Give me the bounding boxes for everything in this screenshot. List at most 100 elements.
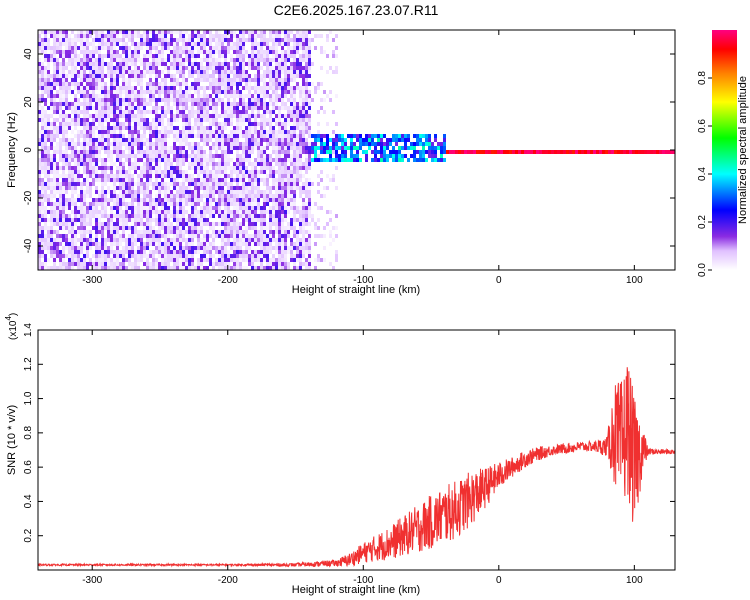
- heatmap-cell-380: [59, 118, 62, 122]
- heatmap-cell-639: [74, 142, 77, 146]
- heatmap-cell-780: [83, 94, 86, 98]
- heatmap-cell-3651: [248, 234, 251, 238]
- heatmap-cell-2024: [155, 130, 158, 134]
- heatmap-cell-1413: [119, 142, 122, 146]
- heatmap-cell-40: [38, 214, 41, 218]
- heatmap-cell-649: [74, 182, 77, 186]
- heatmap-cell-3153: [221, 126, 224, 130]
- heatmap-cell-1332: [113, 254, 116, 258]
- heatmap-cell-4792: [326, 150, 329, 154]
- heatmap-cell-724: [80, 70, 83, 74]
- heatmap-cell-2961: [209, 170, 212, 174]
- heatmap-cell-4037: [272, 126, 275, 130]
- heatmap-cell-2198: [164, 214, 167, 218]
- heatmap-cell-771: [83, 54, 86, 58]
- heatmap-cell-306: [53, 250, 56, 254]
- heatmap-cell-108: [44, 34, 47, 38]
- heatmap-cell-4465: [296, 150, 299, 154]
- heatmap-cell-1513: [125, 118, 128, 122]
- heatmap-cell-2063: [158, 62, 161, 66]
- heatmap-cell-3033: [215, 34, 218, 38]
- heatmap-cell-2552: [185, 150, 188, 154]
- heatmap-cell-3565: [245, 74, 248, 78]
- heatmap-cell-1955: [152, 34, 155, 38]
- heatmap-cell-3652: [248, 238, 251, 242]
- heatmap-cell-3301: [230, 58, 233, 62]
- heatmap-cell-476: [65, 74, 68, 78]
- heatmap-cell-79: [41, 146, 44, 150]
- heatmap-cell-3861: [260, 258, 263, 262]
- heatmap-cell-1069: [98, 230, 101, 234]
- heatmap-cell-1830: [143, 170, 146, 174]
- heatmap-cell-3951: [266, 194, 269, 198]
- heatmap-cell-1565: [128, 130, 131, 134]
- heatmap-cell-852: [86, 158, 89, 162]
- heatmap-cell-1743: [137, 230, 140, 234]
- heatmap-cell-3687: [251, 174, 254, 178]
- heatmap-cell-3796: [257, 182, 260, 186]
- heatmap-cell-692: [77, 154, 80, 158]
- heatmap-cell-4127: [278, 62, 281, 66]
- heatmap-cell-740: [80, 154, 83, 158]
- heatmap-cell-992: [95, 118, 98, 122]
- heatmap-cell-1742: [137, 222, 140, 226]
- heatmap-cell-817: [83, 254, 86, 258]
- heatmap-cell-3762: [257, 30, 260, 34]
- heatmap-cell-1818: [143, 114, 146, 118]
- heatmap-cell-1678: [134, 170, 137, 174]
- heatmap-cell-3514: [242, 62, 245, 66]
- heatmap-cell-4227: [281, 250, 284, 254]
- heatmap-cell-430: [62, 110, 65, 114]
- heatmap-cell-545: [68, 174, 71, 178]
- heatmap-cell-2882: [206, 30, 209, 34]
- heatmap-cell-4002: [269, 210, 272, 214]
- heatmap-cell-4266: [284, 178, 287, 182]
- heatmap-cell-2586: [188, 86, 191, 90]
- heatmap-cell-78: [41, 142, 44, 146]
- heatmap-cell-1690: [134, 234, 137, 238]
- heatmap-cell-2387: [176, 146, 179, 150]
- heatmap-cell-3036: [215, 46, 218, 50]
- heatmap-cell-2847: [203, 106, 206, 110]
- heatmap-cell-2349: [173, 210, 176, 214]
- heatmap-cell-1750: [137, 262, 140, 266]
- heatmap-cell-4411: [293, 142, 296, 146]
- heatmap-cell-4123: [278, 38, 281, 42]
- heatmap-cell-325: [56, 94, 59, 98]
- heatmap-cell-4065: [272, 262, 275, 266]
- heatmap-cell-4806: [329, 158, 332, 162]
- heatmap-cell-488: [65, 126, 68, 130]
- heatmap-cell-1590: [128, 242, 131, 246]
- heatmap-cell-4347: [290, 86, 293, 90]
- heatmap-cell-633: [74, 110, 77, 114]
- heatmap-cell-1427: [119, 198, 122, 202]
- heatmap-cell-2754: [197, 158, 200, 162]
- heatmap-cell-4049: [272, 182, 275, 186]
- heatmap-cell-1031: [98, 54, 101, 58]
- heatmap-cell-1676: [134, 162, 137, 166]
- heatmap-cell-3690: [251, 186, 254, 190]
- heatmap-cell-1505: [125, 86, 128, 90]
- heatmap-cell-2649: [191, 150, 194, 154]
- heatmap-cell-376: [59, 102, 62, 106]
- heatmap-cell-2049: [155, 238, 158, 242]
- heatmap-cell-2138: [161, 178, 164, 182]
- heatmap-cell-742: [80, 162, 83, 166]
- heatmap-cell-1908: [149, 62, 152, 66]
- heatmap-cell-92: [41, 202, 44, 206]
- heatmap-cell-2143: [161, 202, 164, 206]
- heatmap-cell-4160: [278, 202, 281, 206]
- heatmap-cell-4229: [281, 258, 284, 262]
- heatmap-cell-4372: [290, 194, 293, 198]
- heatmap-cell-1333: [113, 258, 116, 262]
- heatmap-cell-4930: [380, 154, 383, 158]
- heatmap-cell-4729: [317, 82, 320, 86]
- heatmap-cell-2694: [194, 118, 197, 122]
- heatmap-cell-508: [65, 218, 68, 222]
- heatmap-cell-3666: [251, 62, 254, 66]
- heatmap-cell-1977: [152, 146, 155, 150]
- heatmap-cell-706: [77, 226, 80, 230]
- heatmap-cell-875: [86, 266, 89, 270]
- heatmap-cell-2022: [155, 122, 158, 126]
- heatmap-cell-1872: [146, 146, 149, 150]
